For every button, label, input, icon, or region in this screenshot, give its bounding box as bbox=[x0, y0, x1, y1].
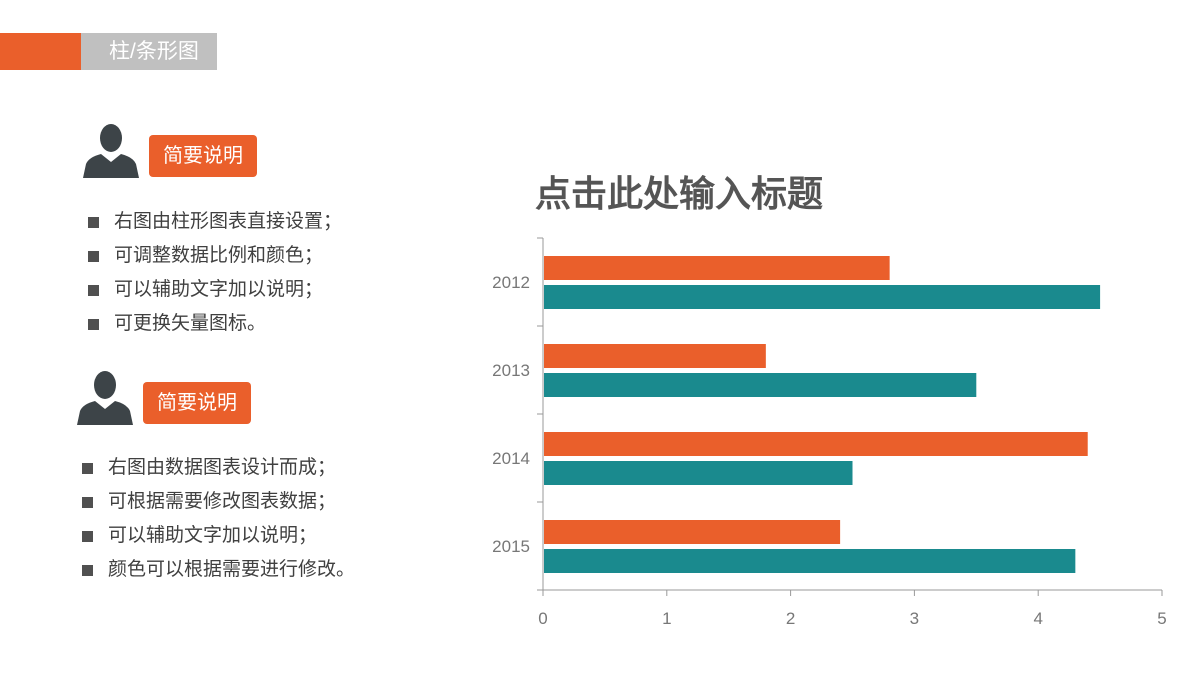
y-tick-label: 2013 bbox=[492, 361, 530, 380]
bullet-square-icon bbox=[82, 462, 93, 474]
x-tick-label: 1 bbox=[662, 609, 671, 628]
chart-title: 点击此处输入标题 bbox=[535, 173, 824, 214]
bar bbox=[544, 461, 853, 485]
x-tick-label: 0 bbox=[538, 609, 547, 628]
bullet-square-icon bbox=[88, 216, 99, 228]
y-tick-label: 2014 bbox=[492, 449, 530, 468]
bullet-square-icon bbox=[88, 250, 99, 262]
list-item: 右图由柱形图表直接设置； bbox=[88, 205, 342, 239]
list-item: 可以辅助文字加以说明； bbox=[82, 519, 355, 553]
section-label: 柱/条形图 bbox=[81, 33, 217, 70]
list-item: 可调整数据比例和颜色； bbox=[88, 239, 342, 273]
list-item: 可根据需要修改图表数据； bbox=[82, 485, 355, 519]
bar bbox=[544, 344, 766, 368]
x-tick-label: 3 bbox=[910, 609, 919, 628]
summary-badge: 简要说明 bbox=[143, 382, 251, 424]
bullet-square-icon bbox=[82, 564, 93, 576]
summary-list: 右图由数据图表设计而成； 可根据需要修改图表数据； 可以辅助文字加以说明； 颜色… bbox=[82, 451, 355, 587]
list-item: 右图由数据图表设计而成； bbox=[82, 451, 355, 485]
summary-badge: 简要说明 bbox=[149, 135, 257, 177]
list-item: 颜色可以根据需要进行修改。 bbox=[82, 553, 355, 587]
bar bbox=[544, 256, 890, 280]
bullet-square-icon bbox=[88, 284, 99, 296]
x-tick-label: 5 bbox=[1157, 609, 1166, 628]
person-icon bbox=[77, 371, 133, 425]
header-accent-bar bbox=[0, 33, 81, 70]
bar bbox=[544, 432, 1088, 456]
list-item: 可以辅助文字加以说明； bbox=[88, 273, 342, 307]
x-tick-label: 4 bbox=[1033, 609, 1042, 628]
y-tick-label: 2012 bbox=[492, 273, 530, 292]
bullet-square-icon bbox=[82, 530, 93, 542]
bullet-square-icon bbox=[82, 496, 93, 508]
summary-list: 右图由柱形图表直接设置； 可调整数据比例和颜色； 可以辅助文字加以说明； 可更换… bbox=[88, 205, 342, 341]
x-tick-label: 2 bbox=[786, 609, 795, 628]
y-tick-label: 2015 bbox=[492, 537, 530, 556]
bar bbox=[544, 549, 1076, 573]
bullet-square-icon bbox=[88, 318, 99, 330]
bar bbox=[544, 373, 977, 397]
bar bbox=[544, 520, 841, 544]
list-item: 可更换矢量图标。 bbox=[88, 307, 342, 341]
person-icon bbox=[83, 124, 139, 178]
bar bbox=[544, 285, 1101, 309]
